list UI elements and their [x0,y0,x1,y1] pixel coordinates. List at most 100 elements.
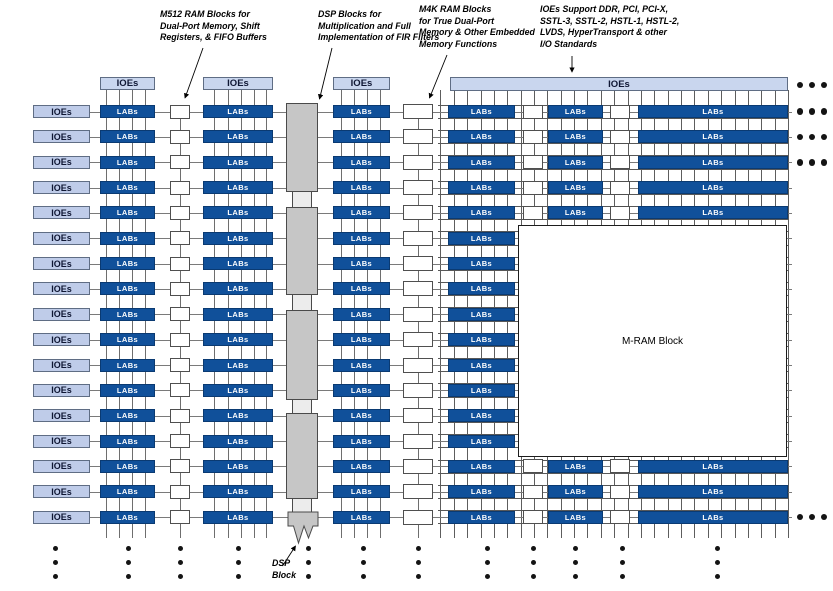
ram-block [610,484,630,499]
ioe-block: IOEs [33,434,90,448]
lab-block: LABs [448,358,515,372]
lab-block: LABs [448,105,515,118]
m4k-ram-block [403,458,433,474]
lab-block: LABs [548,459,603,473]
lab-block: LABs [100,333,155,347]
lab-block: LABs [333,409,390,423]
top-ioe-bank: IOEs [100,77,155,90]
top-ioe-bank: IOEs [333,77,390,90]
ioe-block: IOEs [33,358,90,372]
lab-block: LABs [638,130,788,144]
lab-block: LABs [333,257,390,271]
lab-block: LABs [100,130,155,144]
row-interconnect-line [88,415,792,417]
ellipsis-dot-icon [360,573,366,579]
lab-block: LABs [548,485,603,499]
lab-block: LABs [448,282,515,296]
lab-block: LABs [100,485,155,499]
lab-block: LABs [100,510,155,524]
ram-block [610,205,630,220]
row-interconnect-line [88,365,792,366]
lab-block: LABs [333,181,390,195]
dsp-column-connector [292,294,312,311]
ellipsis-dot-icon [796,108,804,115]
lab-block: LABs [203,307,273,321]
ioe-block: IOEs [33,409,90,423]
m4k-ram-block [403,154,433,170]
m512-ram-block [170,408,190,423]
row-interconnect-line [88,212,792,214]
dsp-column-connector [292,191,312,208]
ellipsis-dot-icon [177,573,183,579]
row-interconnect-line [88,111,792,113]
ellipsis-dot-icon [177,545,183,551]
annotation-m4k-ram: M4K RAM Blocks for True Dual-Port Memory… [419,4,535,50]
ram-block [610,129,630,144]
annotation-ioe-standards: IOEs Support DDR, PCI, PCI-X, SSTL-3, SS… [540,4,680,50]
m512-ram-block [170,256,190,271]
row-interconnect-line [88,390,792,392]
lab-block: LABs [203,409,273,423]
m512-ram-block [170,129,190,144]
ellipsis-dot-icon [796,513,804,521]
lab-block: LABs [448,130,515,144]
routing-vline [788,90,790,538]
row-interconnect-line [88,136,792,138]
lab-block: LABs [448,155,515,169]
ellipsis-dot-icon [305,545,311,551]
ellipsis-dot-icon [235,545,241,551]
lab-block: LABs [638,485,788,499]
lab-block: LABs [203,459,273,473]
lab-block: LABs [203,434,273,448]
lab-block: LABs [448,459,515,473]
row-interconnect-line [88,339,792,341]
ram-block [523,459,543,474]
dsp-block [286,413,318,499]
lab-block: LABs [100,383,155,397]
lab-block: LABs [100,459,155,473]
m4k-ram-block [403,104,433,119]
m4k-ram-block [403,281,433,297]
lab-block: LABs [333,358,390,372]
m4k-pointer-arrow-icon [428,54,448,99]
lab-block: LABs [448,333,515,347]
ram-block [523,155,543,170]
m4k-ram-block [403,357,433,373]
m4k-ram-block [403,382,433,398]
lab-block: LABs [100,358,155,372]
lab-block: LABs [100,409,155,423]
ellipsis-dot-icon [125,559,131,565]
ellipsis-dot-icon [572,559,578,565]
ioe-block: IOEs [33,155,90,169]
dsp-column-connector [292,399,312,414]
row-interconnect-line [88,263,792,265]
lab-block: LABs [333,307,390,321]
ellipsis-dot-icon [796,81,804,89]
m512-ram-block [170,459,190,474]
lab-block: LABs [100,155,155,169]
lab-block: LABs [100,105,155,118]
lab-block: LABs [203,358,273,372]
ellipsis-dot-icon [714,559,720,565]
lab-block: LABs [333,130,390,144]
m4k-ram-block [403,180,433,196]
ioe-block: IOEs [33,383,90,397]
ram-block [610,510,630,525]
lab-block: LABs [448,383,515,397]
ellipsis-dot-icon [360,545,366,551]
m-ram-block: M-RAM Block [518,225,787,457]
annotation-dsp-blocks: DSP Blocks for Multiplication and Full I… [318,9,440,43]
lab-block: LABs [638,105,788,118]
lab-block: LABs [448,409,515,423]
lab-block: LABs [203,130,273,144]
ioe-block: IOEs [33,231,90,245]
annotation-m512-ram: M512 RAM Blocks for Dual-Port Memory, Sh… [160,9,267,43]
m4k-ram-block [403,484,433,500]
ellipsis-dot-icon [808,513,816,521]
lab-block: LABs [203,282,273,296]
lab-block: LABs [203,333,273,347]
lab-block: LABs [448,510,515,524]
ellipsis-dot-icon [52,559,58,565]
ellipsis-dot-icon [530,545,536,551]
lab-block: LABs [203,231,273,245]
